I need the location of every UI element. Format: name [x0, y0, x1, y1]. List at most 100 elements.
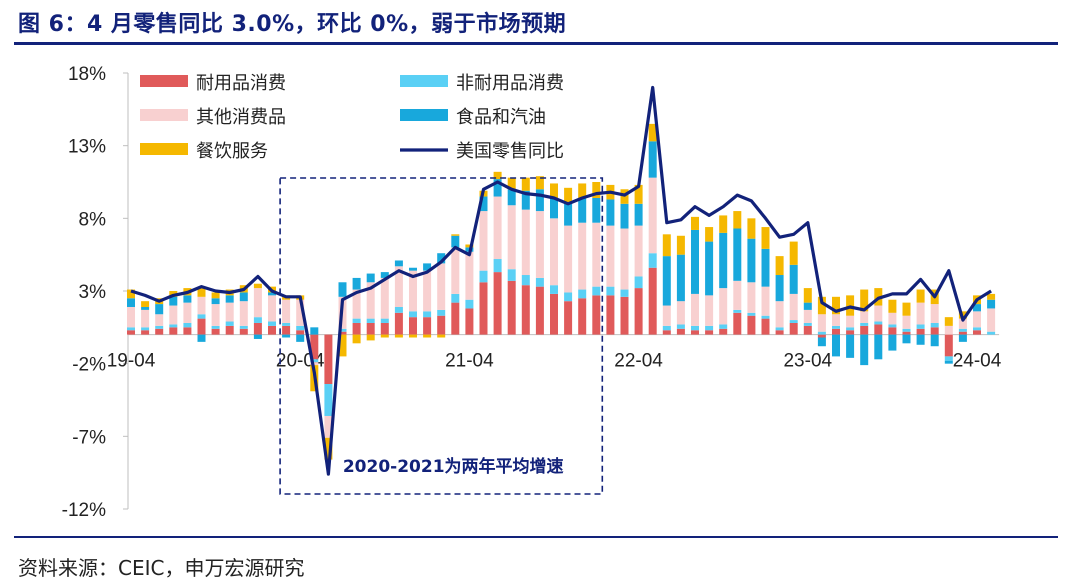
bar-segment [789, 293, 798, 321]
bar-segment [550, 197, 558, 219]
x-tick-label: 21-04 [445, 351, 494, 372]
bar-segment [197, 334, 206, 342]
legend-swatch [140, 109, 188, 121]
bar-segment [493, 179, 502, 197]
bar-segment [310, 327, 319, 335]
bar-segment [973, 311, 981, 328]
bar-segment [733, 228, 742, 281]
bar-segment [662, 305, 671, 326]
bar-segment [564, 301, 573, 335]
bar-segment [620, 228, 629, 290]
bar-segment [860, 334, 869, 366]
bar-segment [944, 325, 953, 335]
bar-segment [268, 321, 276, 326]
bar-segment [141, 327, 150, 331]
bar-segment [338, 282, 347, 297]
bar-segment [860, 322, 869, 326]
bar-segment [211, 292, 220, 299]
bar-segment [789, 320, 798, 323]
bar-segment [423, 270, 432, 312]
bar-segment [620, 203, 629, 229]
bar-segment [394, 312, 403, 335]
bar-segment [127, 298, 135, 307]
bar-segment [352, 322, 361, 335]
bar-segment [634, 276, 643, 289]
bar-segment [691, 330, 699, 335]
bar-segment [902, 328, 911, 332]
bar-segment [423, 263, 432, 271]
legend-swatch [400, 75, 448, 87]
bar-segment [874, 334, 883, 360]
bar-segment [310, 362, 319, 366]
bar-segment [437, 263, 446, 310]
bar-segment [268, 292, 276, 296]
bar-segment [352, 318, 361, 323]
bar-segment [747, 282, 756, 313]
bar-segment [592, 222, 601, 287]
bar-segment [592, 182, 601, 198]
bar-segment [775, 275, 784, 302]
bar-segment [310, 359, 319, 363]
bar-segment [521, 177, 530, 191]
bar-segment [155, 325, 164, 329]
x-tick-label: 22-04 [614, 351, 663, 372]
bar-segment [846, 315, 855, 328]
bar-segment [507, 189, 516, 206]
bar-segment [253, 317, 262, 323]
bar-segment [888, 327, 897, 335]
bar-segment [916, 324, 925, 329]
bar-segment [916, 302, 925, 325]
bar-segment [662, 325, 671, 331]
bar-segment [141, 309, 150, 328]
bar-segment [888, 334, 897, 351]
figure-title: 图 6：4 月零售同比 3.0%，环比 0%，弱于市场预期 [18, 12, 567, 37]
bar-segment [211, 298, 220, 305]
bar-segment [761, 318, 770, 335]
bar-segment [550, 285, 558, 294]
bar-segment [183, 302, 192, 323]
bar-segment [521, 209, 530, 276]
bar-segment [634, 225, 643, 277]
bar-segment [705, 325, 714, 331]
bar-segment [394, 260, 403, 267]
bar-segment [183, 295, 192, 303]
bar-segment [409, 317, 417, 335]
bar-segment [437, 334, 446, 338]
bar-segment [197, 288, 206, 297]
bar-segment [423, 334, 432, 338]
x-tick-label: 24-04 [953, 351, 1002, 372]
bar-segment [719, 288, 728, 325]
bar-segment [366, 322, 375, 335]
bar-segment [394, 334, 403, 338]
bar-segment [606, 286, 615, 296]
bar-segment [902, 331, 911, 335]
bar-segment [846, 330, 855, 335]
footer-rule [14, 536, 1058, 538]
bar-segment [930, 334, 939, 347]
bar-segment [606, 295, 615, 335]
highlight-annotation: 2020-2021为两年平均增速 [343, 456, 564, 477]
legend-label: 非耐用品消费 [456, 73, 564, 94]
bar-segment [169, 327, 178, 335]
bar-segment [394, 306, 403, 313]
bar-segment [253, 334, 262, 339]
bar-segment [437, 315, 446, 335]
bar-segment [747, 315, 756, 335]
bar-segment [648, 267, 657, 335]
bar-segment [817, 314, 826, 332]
bar-segment [775, 301, 784, 328]
bar-segment [888, 324, 897, 328]
bar-segment [282, 325, 291, 335]
legend-label: 其他消费品 [196, 107, 286, 128]
bar-segment [832, 325, 840, 329]
bar-segment [324, 415, 333, 438]
bar-segment [691, 229, 699, 294]
bar-segment [183, 322, 192, 328]
bar-segment [409, 267, 417, 271]
bar-segment [338, 334, 347, 357]
bar-segment [296, 299, 305, 326]
bar-segment [437, 253, 446, 264]
axis-layer: 18%13%8%3%-2%-7%-12%19-04 20-04 21-04 22-04… [62, 64, 1002, 521]
y-tick-label: 18% [68, 64, 106, 85]
bar-segment [747, 238, 756, 283]
